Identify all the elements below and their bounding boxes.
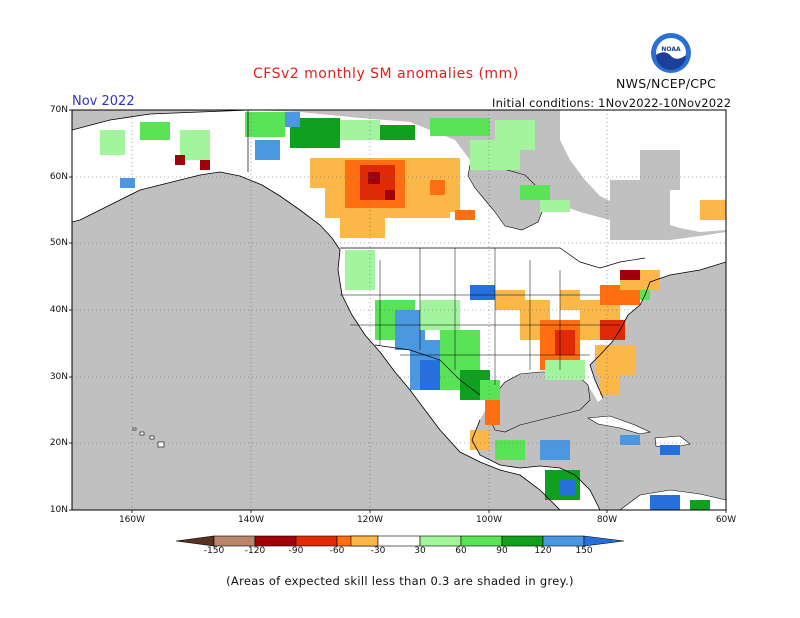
logo-text: NOAA — [661, 46, 681, 53]
colorbar-label: -30 — [370, 546, 386, 556]
colorbar-label: -120 — [244, 546, 266, 556]
initial-conditions: Initial conditions: 1Nov2022-10Nov2022 — [492, 96, 732, 110]
colorbar-swatch — [377, 535, 421, 547]
colorbar-label: 120 — [534, 546, 552, 556]
hawaii-islands — [132, 427, 165, 448]
colorbar-label: 60 — [455, 546, 467, 556]
us-mexico-border — [374, 344, 481, 396]
coastline — [72, 110, 726, 510]
lat-label: 70N — [49, 105, 68, 115]
skill-footnote: (Areas of expected skill less than 0.3 a… — [226, 574, 574, 588]
colorbar-swatch — [254, 535, 297, 547]
colorbar-swatch — [460, 535, 503, 547]
lon-label: 100W — [475, 515, 503, 525]
lat-label: 30N — [49, 372, 68, 382]
colorbar-label: 30 — [414, 546, 426, 556]
graticule — [72, 110, 726, 510]
lon-label: 140W — [237, 515, 265, 525]
agency-label: NWS/NCEP/CPC — [616, 76, 717, 91]
axis-ticks — [69, 109, 727, 513]
colorbar-swatch — [295, 535, 338, 547]
colorbar-label: 150 — [575, 546, 593, 556]
state-lines — [340, 248, 620, 385]
colorbar-swatch — [542, 535, 585, 547]
noaa-logo: NOAA — [651, 33, 691, 73]
lon-label: 60W — [715, 515, 737, 525]
lat-label: 40N — [49, 305, 68, 315]
lon-label: 120W — [356, 515, 384, 525]
lon-label: 160W — [118, 515, 146, 525]
anomaly-cells — [100, 112, 726, 510]
colorbar-swatch — [213, 535, 256, 547]
us-canada-border — [340, 247, 646, 269]
lat-label: 20N — [49, 438, 68, 448]
colorbar-high-arrow — [583, 535, 625, 547]
colorbar-low-arrow — [175, 535, 215, 547]
colorbar-label: 90 — [496, 546, 508, 556]
lat-label: 10N — [49, 505, 68, 515]
lat-label: 60N — [49, 172, 68, 182]
forecast-month: Nov 2022 — [72, 94, 135, 109]
colorbar-swatch — [350, 535, 379, 547]
colorbar-swatch — [419, 535, 462, 547]
colorbar-label: -90 — [288, 546, 304, 556]
colorbar-swatch — [501, 535, 544, 547]
cuba-land — [587, 415, 651, 435]
lon-label: 80W — [596, 515, 618, 525]
colorbar-label: -60 — [329, 546, 345, 556]
hudson-bay — [467, 164, 546, 231]
colorbar-label: -150 — [203, 546, 225, 556]
colorbar — [175, 535, 625, 547]
lat-label: 50N — [49, 238, 68, 248]
gulf-of-mexico — [487, 371, 591, 433]
